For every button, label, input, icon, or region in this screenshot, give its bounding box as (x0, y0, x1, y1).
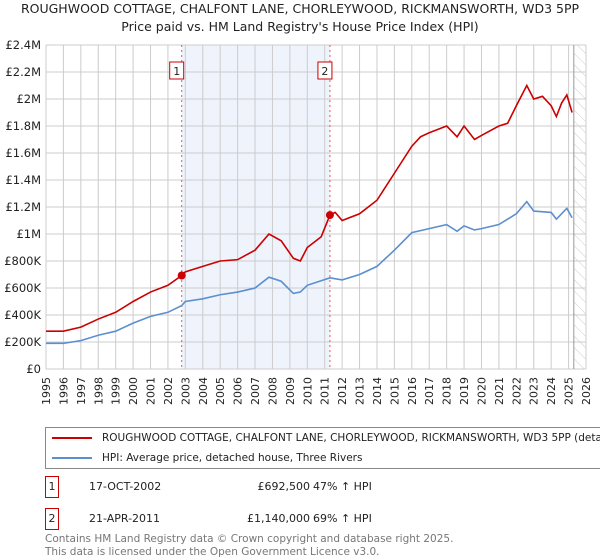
sale-marker-box (169, 61, 185, 80)
x-tick-label: 1998 (92, 377, 105, 405)
footer-copyright: Contains HM Land Registry data © Crown c… (45, 533, 454, 545)
y-tick-label: £1.8M (5, 119, 41, 133)
x-tick-label: 2021 (493, 377, 506, 405)
y-tick-label: £1.4M (5, 173, 41, 187)
x-tick-label: 2014 (371, 377, 384, 405)
sale-price: £1,140,000 (247, 512, 310, 525)
legend: ROUGHWOOD COTTAGE, CHALFONT LANE, CHORLE… (45, 427, 600, 469)
transaction-row: 1 17-OCT-2002 £692,500 47% ↑ HPI (45, 476, 445, 498)
x-tick-label: 2015 (388, 377, 401, 405)
x-tick-label: 2007 (249, 377, 262, 405)
x-tick-label: 2003 (179, 377, 192, 405)
x-tick-label: 2024 (545, 377, 558, 405)
sale-date: 21-APR-2011 (89, 512, 161, 525)
transaction-row: 2 21-APR-2011 £1,140,000 69% ↑ HPI (45, 508, 445, 530)
footer-licence: This data is licensed under the Open Gov… (45, 546, 380, 558)
blue-line-swatch (52, 457, 92, 459)
x-tick-label: 1997 (75, 377, 88, 405)
sale-point (177, 271, 186, 280)
chart-title: ROUGHWOOD COTTAGE, CHALFONT LANE, CHORLE… (20, 1, 580, 16)
hpi-change: 69% ↑ HPI (313, 512, 372, 525)
sale-marker-box (317, 61, 333, 80)
y-tick-label: £2.4M (5, 38, 41, 52)
x-tick-label: 2000 (127, 377, 140, 405)
x-tick-label: 1995 (40, 377, 53, 405)
y-tick-label: £600K (4, 281, 41, 295)
x-tick-label: 2010 (301, 377, 314, 405)
x-tick-label: 2001 (145, 377, 158, 405)
price-chart: 1995 1996 1997 1998 1999 2000 2001 2002 2003 2004… (4, 38, 593, 405)
legend-item-property: ROUGHWOOD COTTAGE, CHALFONT LANE, CHORLE… (52, 430, 600, 446)
legend-item-hpi: HPI: Average price, detached house, Thre… (52, 450, 362, 466)
x-tick-label: 2011 (319, 377, 332, 405)
x-tick-label: 2012 (336, 377, 349, 405)
x-tick-label: 2005 (214, 377, 227, 405)
x-tick-label: 2009 (284, 377, 297, 405)
sale-marker-label: 2 (321, 65, 328, 78)
x-tick-label: 2019 (458, 377, 471, 405)
x-tick-label: 2004 (197, 377, 210, 405)
x-tick-label: 2017 (423, 377, 436, 405)
x-tick-label: 2006 (232, 377, 245, 405)
y-tick-label: £0 (26, 362, 41, 376)
x-tick-label: 2008 (266, 377, 279, 405)
x-tick-label: 1999 (110, 377, 123, 405)
sale-point (325, 211, 334, 220)
marker-badge: 1 (45, 476, 59, 498)
y-tick-label: £1M (16, 227, 41, 241)
sale-marker-label: 1 (173, 65, 180, 78)
y-tick-label: £1.2M (5, 200, 41, 214)
legend-label: ROUGHWOOD COTTAGE, CHALFONT LANE, CHORLE… (102, 432, 600, 444)
y-tick-label: £800K (4, 254, 41, 268)
sale-price: £692,500 (257, 480, 311, 493)
x-tick-label: 2016 (406, 377, 419, 405)
sale-date: 17-OCT-2002 (89, 480, 162, 493)
x-tick-label: 2022 (510, 377, 523, 405)
y-tick-label: £1.6M (5, 146, 41, 160)
red-line-swatch (52, 437, 92, 439)
y-tick-label: £2M (16, 92, 41, 106)
x-tick-label: 2013 (354, 377, 367, 405)
price-line (46, 83, 573, 333)
hpi-change: 47% ↑ HPI (313, 480, 372, 493)
marker-badge: 2 (45, 508, 59, 530)
legend-label: HPI: Average price, detached house, Thre… (102, 452, 363, 464)
y-tick-label: £400K (4, 308, 41, 322)
x-tick-label: 2020 (475, 377, 488, 405)
x-tick-label: 2025 (563, 377, 576, 405)
x-tick-label: 1996 (57, 377, 70, 405)
x-tick-label: 2026 (580, 377, 593, 405)
x-tick-label: 2002 (162, 377, 175, 405)
hpi-line (46, 200, 573, 345)
y-tick-label: £2.2M (5, 65, 41, 79)
chart-subtitle: Price paid vs. HM Land Registry's House … (121, 19, 479, 34)
footer: Contains HM Land Registry data © Crown c… (45, 533, 453, 559)
x-tick-label: 2023 (528, 377, 541, 405)
x-tick-label: 2018 (441, 377, 454, 405)
y-tick-label: £200K (4, 335, 41, 349)
